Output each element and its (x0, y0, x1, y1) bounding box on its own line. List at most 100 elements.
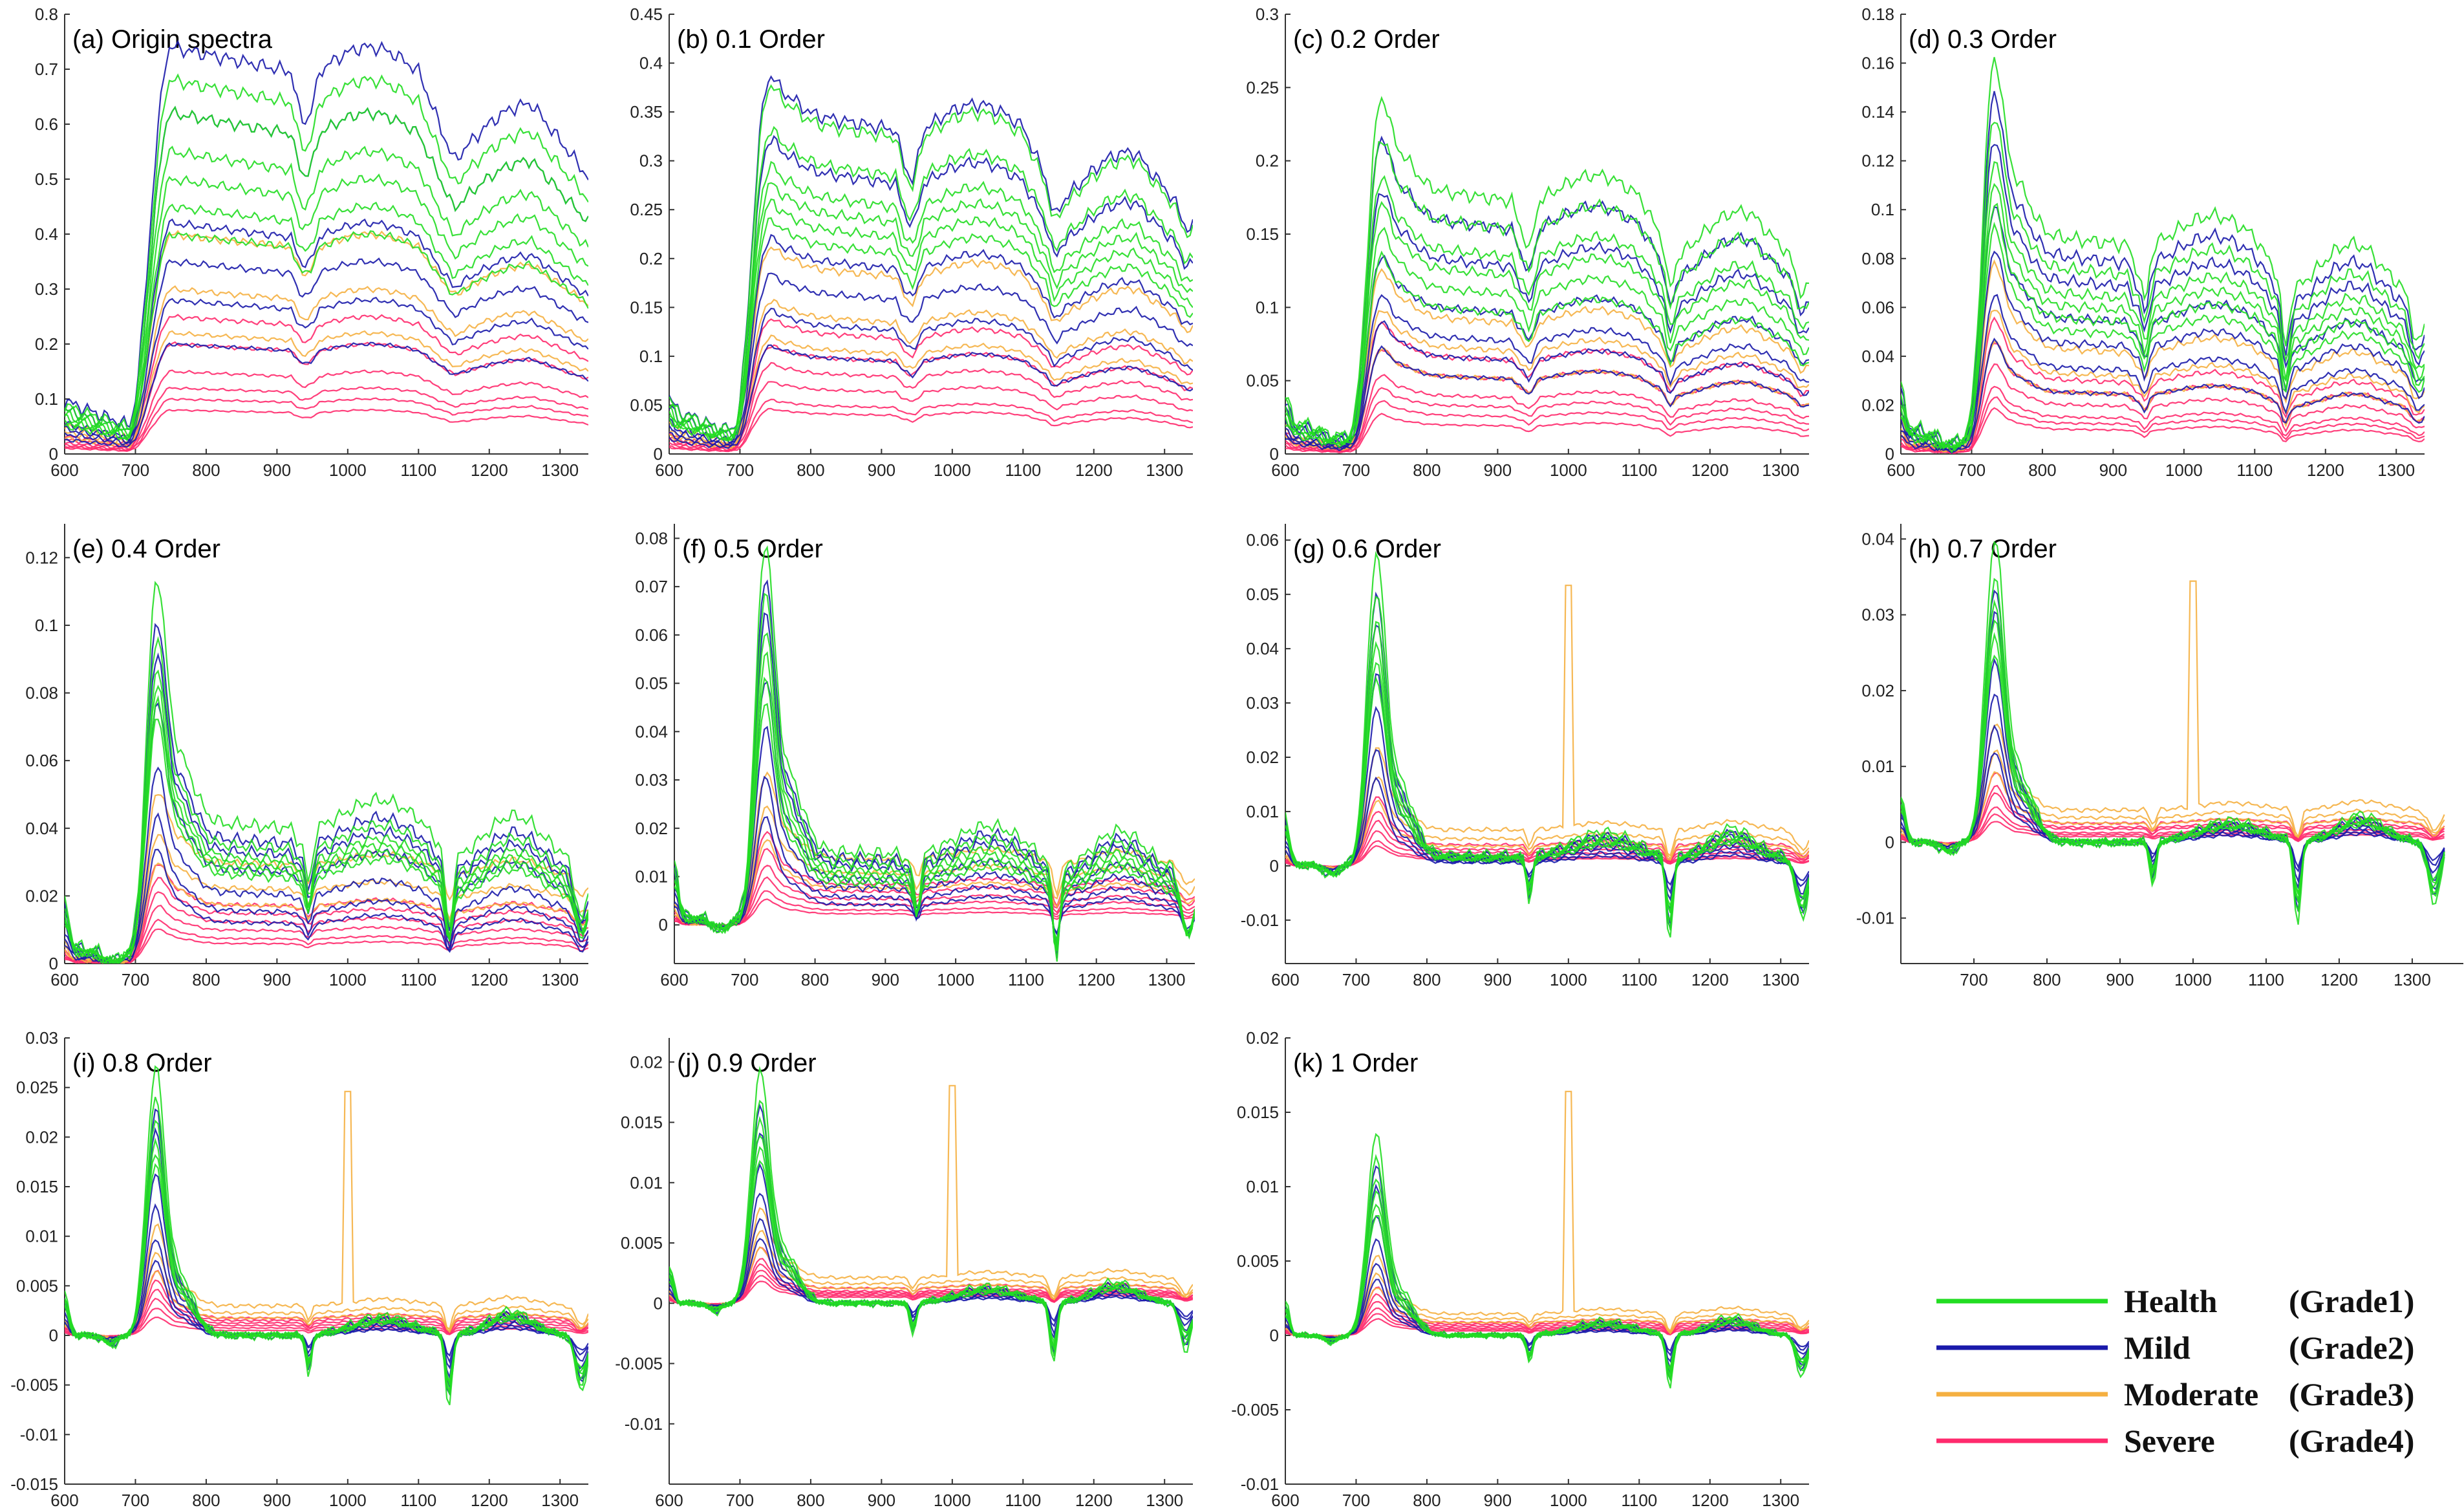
y-tick-label: 0.03 (635, 770, 668, 790)
series-line-health (1901, 577, 2445, 913)
series-line-mild (1901, 294, 2425, 453)
series-line-health (669, 217, 1193, 442)
legend-grade-severe: (Grade4) (2289, 1423, 2414, 1459)
y-tick-label: -0.01 (20, 1425, 58, 1444)
y-tick-label: 0.02 (635, 819, 668, 838)
y-tick-label: 0.01 (1861, 757, 1894, 776)
panel-title: (g) 0.6 Order (1293, 535, 1441, 563)
series-line-health (65, 146, 588, 440)
series-line-mild (1285, 345, 1809, 451)
x-tick-label: 1200 (1078, 970, 1115, 989)
series-line-severe (1901, 407, 2425, 454)
series-line-mild (65, 218, 588, 443)
series-line-moderate (669, 334, 1193, 449)
x-tick-label: 900 (868, 1491, 895, 1510)
series-line-mild (669, 233, 1193, 445)
series-line-health (1285, 641, 1809, 914)
x-tick-label: 1200 (2307, 460, 2344, 480)
y-tick-label: 0.06 (25, 751, 58, 770)
y-tick-label: 0.05 (635, 674, 668, 693)
x-tick-label: 1100 (1008, 970, 1044, 989)
y-tick-label: 0.02 (1861, 395, 1894, 415)
series-line-health (1285, 200, 1809, 446)
x-tick-label: 1300 (1762, 1491, 1799, 1510)
y-tick-label: 0.1 (1256, 297, 1279, 317)
series-layer (1901, 57, 2425, 454)
panel-title: (k) 1 Order (1293, 1049, 1418, 1077)
series-line-severe (669, 344, 1193, 450)
y-tick-label: 0.8 (35, 5, 58, 24)
series-line-severe (669, 398, 1193, 452)
x-tick-label: 1000 (934, 1491, 971, 1510)
y-tick-label: 0 (49, 444, 58, 464)
y-tick-label: 0.05 (1246, 585, 1279, 604)
x-tick-label: 1100 (2248, 970, 2284, 989)
y-tick-label: 0.02 (1861, 681, 1894, 700)
series-line-mild (65, 257, 588, 445)
y-tick-label: 0.05 (630, 395, 663, 415)
y-tick-label: 0 (1270, 856, 1279, 876)
y-tick-label: 0.1 (1871, 200, 1894, 219)
x-tick-label: 900 (1484, 460, 1512, 480)
series-line-severe (65, 877, 588, 964)
x-tick-label: 800 (2033, 970, 2061, 989)
x-tick-label: 700 (1342, 460, 1370, 480)
series-line-health (669, 1159, 1193, 1345)
series-line-mild (1901, 250, 2425, 451)
series-line-health (65, 718, 588, 964)
series-line-health (65, 201, 588, 440)
x-tick-label: 1000 (329, 460, 367, 480)
series-line-severe (1285, 413, 1809, 454)
y-tick-label: 0.02 (25, 1127, 58, 1147)
series-line-moderate (1285, 1090, 1809, 1340)
x-tick-label: 1300 (541, 1491, 579, 1510)
legend-grade-mild: (Grade2) (2289, 1330, 2414, 1366)
series-line-severe (674, 890, 1195, 927)
series-layer (1285, 96, 1809, 454)
x-tick-label: 1300 (541, 460, 579, 480)
y-tick-label: -0.015 (10, 1474, 58, 1494)
y-tick-label: 0 (49, 954, 58, 973)
y-tick-label: 0.4 (639, 54, 663, 73)
series-line-severe (674, 830, 1195, 928)
panel-2: 600 700 800 900 1000 1100 1200 1300 0 0.05 0.1 0.15… (630, 5, 1193, 480)
series-line-health (1901, 654, 2445, 894)
series-line-health (1285, 675, 1809, 909)
x-tick-label: 1100 (400, 460, 436, 480)
series-line-severe (669, 1263, 1193, 1306)
series-line-mild (1901, 338, 2425, 454)
x-tick-label: 1200 (471, 460, 508, 480)
series-line-mild (1285, 749, 1809, 894)
series-line-health (669, 1134, 1193, 1350)
x-tick-label: 1200 (1691, 460, 1729, 480)
panel-title: (d) 0.3 Order (1909, 25, 2057, 54)
y-tick-label: -0.005 (10, 1375, 58, 1395)
legend: Health (Grade1) Mild (Grade2) Moderate (Grade… (1936, 1283, 2414, 1459)
series-line-severe (65, 369, 588, 451)
series-line-severe (669, 381, 1193, 451)
series-line-moderate (669, 1229, 1193, 1308)
legend-label-severe: Severe (2124, 1423, 2215, 1459)
y-tick-label: 0.01 (630, 1173, 663, 1192)
x-tick-label: 800 (1413, 1491, 1441, 1510)
x-tick-label: 1300 (1146, 1491, 1183, 1510)
x-tick-label: 700 (1960, 970, 1987, 989)
series-line-health (669, 1099, 1193, 1357)
x-tick-label: 1000 (2165, 460, 2203, 480)
series-line-health (1285, 1132, 1809, 1389)
x-tick-label: 1100 (1621, 460, 1657, 480)
x-tick-label: 900 (263, 460, 291, 480)
x-tick-label: 800 (192, 970, 220, 989)
x-tick-label: 800 (797, 1491, 824, 1510)
series-line-severe (65, 386, 588, 451)
panel-title: (h) 0.7 Order (1909, 535, 2057, 563)
series-line-severe (669, 407, 1193, 453)
series-line-severe (1901, 385, 2425, 454)
series-line-health (1285, 250, 1809, 449)
x-tick-label: 1200 (1075, 1491, 1113, 1510)
series-line-severe (65, 1308, 588, 1338)
series-line-health (669, 125, 1193, 440)
panel-11: 600 700 800 900 1000 1100 1200 1300 -0.01 -0.005 0… (1231, 1028, 1809, 1510)
y-tick-label: 0.25 (630, 200, 663, 219)
panel-3: 600 700 800 900 1000 1100 1200 1300 0 0.05 0.1 0.15… (1246, 5, 1809, 480)
